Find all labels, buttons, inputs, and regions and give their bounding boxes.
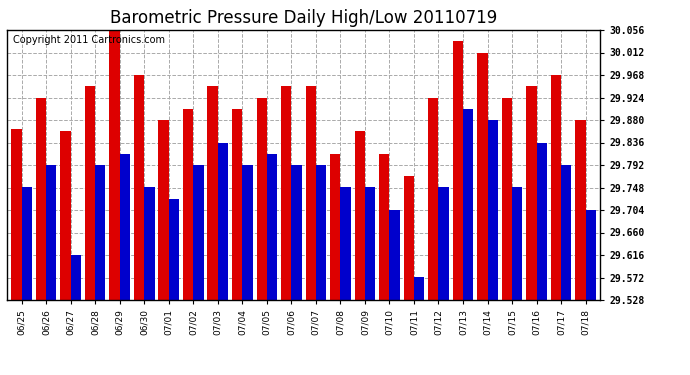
Bar <box>208 86 218 300</box>
Bar <box>414 278 424 300</box>
Bar <box>183 109 193 300</box>
Bar <box>11 129 21 300</box>
Bar <box>355 131 365 300</box>
Bar <box>365 188 375 300</box>
Bar <box>389 210 400 300</box>
Bar <box>281 86 291 300</box>
Bar <box>512 188 522 300</box>
Bar <box>502 98 512 300</box>
Bar <box>257 98 267 300</box>
Bar <box>438 188 449 300</box>
Bar <box>340 188 351 300</box>
Title: Barometric Pressure Daily High/Low 20110719: Barometric Pressure Daily High/Low 20110… <box>110 9 497 27</box>
Bar <box>95 165 106 300</box>
Bar <box>561 165 571 300</box>
Text: Copyright 2011 Cartronics.com: Copyright 2011 Cartronics.com <box>13 35 165 45</box>
Bar <box>21 188 32 300</box>
Bar <box>463 109 473 300</box>
Bar <box>551 75 561 300</box>
Bar <box>242 165 253 300</box>
Bar <box>267 154 277 300</box>
Bar <box>218 142 228 300</box>
Bar <box>70 255 81 300</box>
Bar <box>488 120 497 300</box>
Bar <box>46 165 57 300</box>
Bar <box>316 165 326 300</box>
Bar <box>232 109 242 300</box>
Bar <box>134 75 144 300</box>
Bar <box>119 154 130 300</box>
Bar <box>404 176 414 300</box>
Bar <box>85 86 95 300</box>
Bar <box>110 19 119 300</box>
Bar <box>526 86 537 300</box>
Bar <box>575 120 586 300</box>
Bar <box>477 53 488 300</box>
Bar <box>169 199 179 300</box>
Bar <box>36 98 46 300</box>
Bar <box>453 41 463 300</box>
Bar <box>193 165 204 300</box>
Bar <box>586 210 596 300</box>
Bar <box>159 120 169 300</box>
Bar <box>537 142 547 300</box>
Bar <box>144 188 155 300</box>
Bar <box>428 98 438 300</box>
Bar <box>60 131 70 300</box>
Bar <box>306 86 316 300</box>
Bar <box>330 154 340 300</box>
Bar <box>379 154 389 300</box>
Bar <box>291 165 302 300</box>
